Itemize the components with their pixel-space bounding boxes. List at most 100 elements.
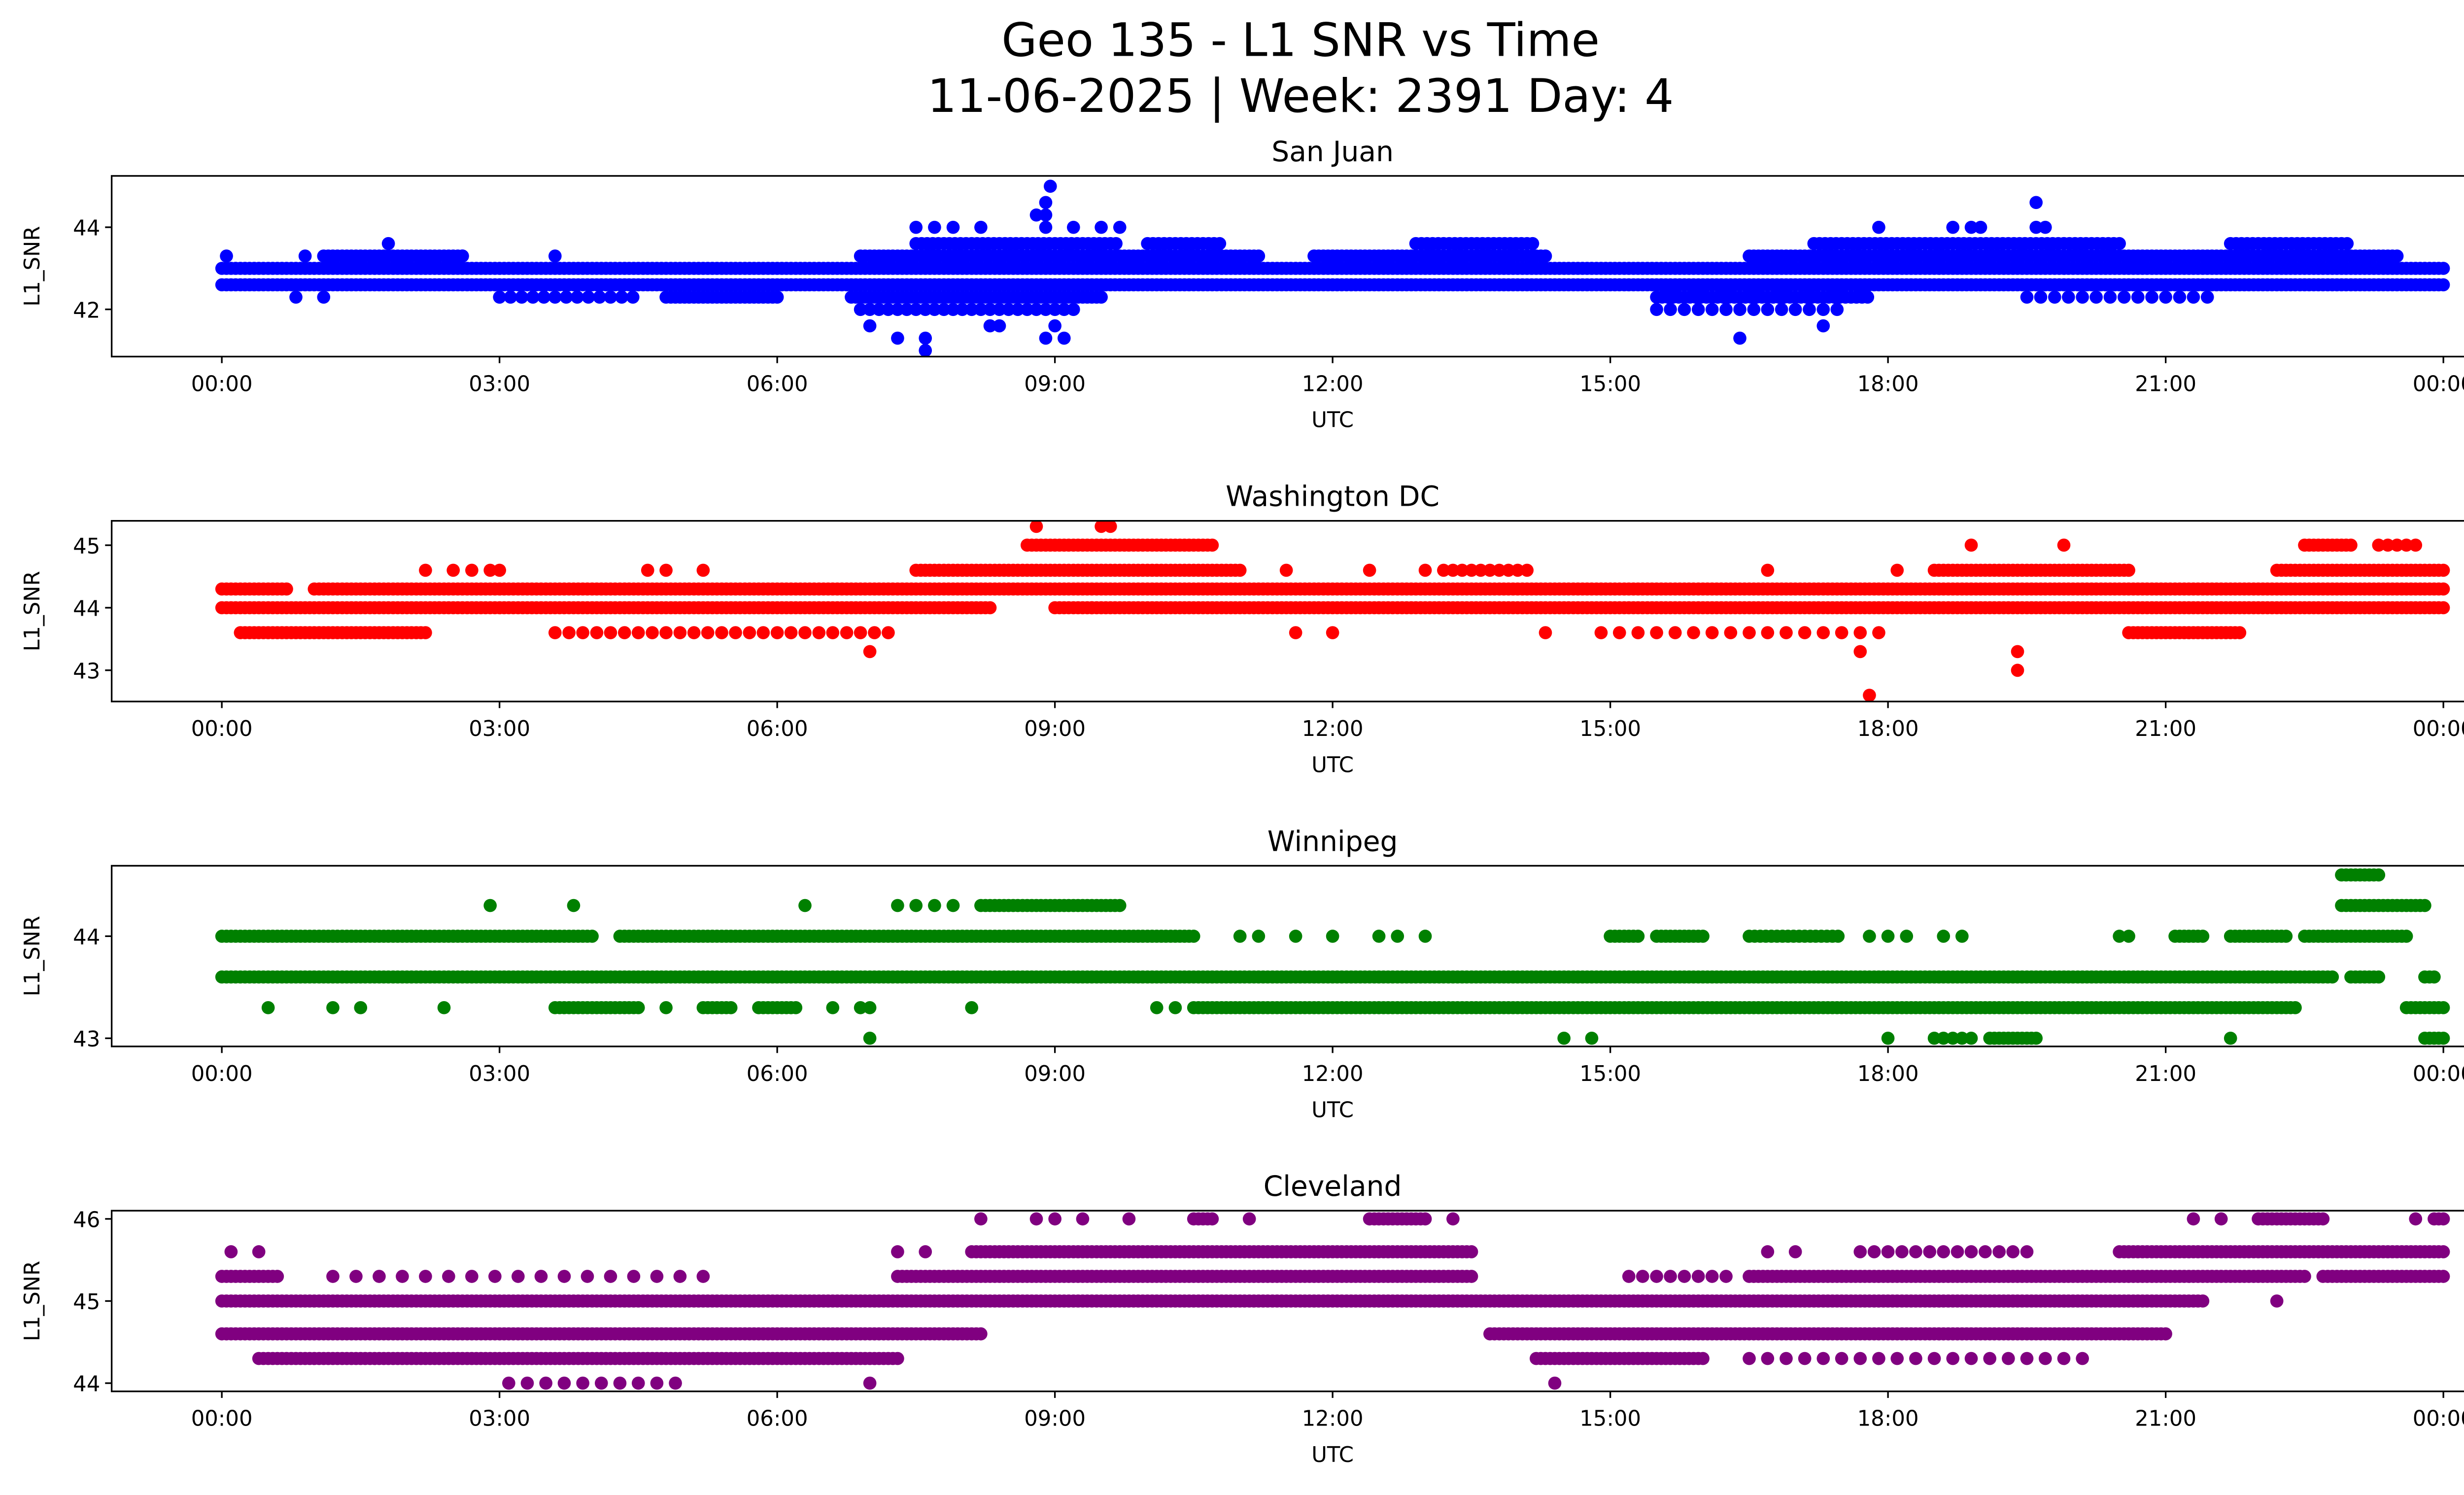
data-point bbox=[1816, 626, 1830, 639]
data-point bbox=[974, 220, 988, 234]
data-point bbox=[1289, 626, 1302, 639]
data-point bbox=[582, 290, 595, 304]
data-point bbox=[1252, 249, 1266, 263]
data-point bbox=[1048, 319, 1061, 333]
data-point bbox=[261, 1001, 275, 1014]
data-point bbox=[1872, 626, 1885, 639]
data-point bbox=[1724, 626, 1738, 639]
panel-san-juan: 00:00 03:00 06:00 09:00 12:00 15:00 18:00 21:00… bbox=[20, 136, 2464, 433]
data-point bbox=[1437, 563, 1450, 577]
data-point bbox=[729, 626, 742, 639]
data-point bbox=[1650, 626, 1663, 639]
data-point bbox=[756, 626, 770, 639]
data-point bbox=[1955, 1031, 1969, 1045]
data-point bbox=[2436, 563, 2450, 577]
data-point bbox=[1021, 303, 1034, 316]
data-point bbox=[354, 1001, 368, 1014]
data-point bbox=[2399, 930, 2413, 943]
data-point bbox=[946, 303, 960, 316]
x-tick-label: 21:00 bbox=[2135, 717, 2196, 741]
data-point bbox=[1863, 689, 1876, 702]
x-tick-label: 03:00 bbox=[469, 717, 530, 741]
data-point bbox=[1937, 930, 1951, 943]
data-point bbox=[2381, 538, 2395, 552]
data-point bbox=[1650, 303, 1663, 316]
data-point bbox=[1029, 303, 1043, 316]
data-point bbox=[946, 899, 960, 912]
data-point bbox=[1585, 1031, 1599, 1045]
data-point bbox=[826, 1001, 840, 1014]
data-point bbox=[1029, 208, 1043, 222]
axes-frame bbox=[110, 175, 2464, 358]
data-point bbox=[2113, 237, 2126, 250]
data-point bbox=[1775, 303, 1788, 316]
y-axis-label: L1_SNR bbox=[20, 571, 45, 651]
data-point bbox=[2390, 249, 2404, 263]
data-point bbox=[974, 1327, 988, 1341]
data-point bbox=[1095, 220, 1108, 234]
data-point bbox=[2279, 930, 2293, 943]
data-point bbox=[1039, 220, 1053, 234]
data-point bbox=[1039, 208, 1053, 222]
x-tick-label: 21:00 bbox=[2135, 1062, 2196, 1086]
data-point bbox=[919, 344, 932, 357]
scatter-points bbox=[215, 179, 2450, 357]
data-point bbox=[2122, 930, 2135, 943]
data-point bbox=[872, 303, 886, 316]
data-point bbox=[1113, 220, 1127, 234]
data-point bbox=[1289, 930, 1302, 943]
data-point bbox=[1631, 930, 1645, 943]
data-point bbox=[2326, 970, 2339, 984]
data-point bbox=[1085, 601, 1098, 615]
x-tick-label: 09:00 bbox=[1024, 372, 1086, 396]
data-point bbox=[909, 220, 923, 234]
data-point bbox=[928, 303, 941, 316]
data-point bbox=[1187, 930, 1200, 943]
data-point bbox=[1803, 303, 1816, 316]
data-point bbox=[2159, 1327, 2172, 1341]
data-point bbox=[1213, 237, 1227, 250]
data-point bbox=[992, 303, 1006, 316]
axes-frame bbox=[110, 865, 2464, 1047]
data-point bbox=[2057, 538, 2071, 552]
data-point bbox=[537, 290, 550, 304]
x-tick-label: 03:00 bbox=[469, 372, 530, 396]
x-axis-label: UTC bbox=[1311, 1098, 1354, 1122]
data-point bbox=[2039, 220, 2052, 234]
data-point bbox=[1057, 331, 1071, 345]
data-point bbox=[1465, 563, 1478, 577]
data-point bbox=[919, 303, 932, 316]
data-point bbox=[743, 626, 756, 639]
data-point bbox=[1831, 930, 1845, 943]
data-point bbox=[585, 930, 599, 943]
y-axis-label: L1_SNR bbox=[20, 226, 45, 307]
data-point bbox=[1664, 303, 1677, 316]
x-tick-label: 00:00 bbox=[2413, 717, 2464, 741]
x-tick-label: 00:00 bbox=[2413, 1062, 2464, 1086]
data-point bbox=[1039, 196, 1053, 209]
data-point bbox=[1861, 290, 1875, 304]
data-point bbox=[1974, 220, 1987, 234]
data-point bbox=[1252, 930, 1266, 943]
data-point bbox=[446, 563, 460, 577]
data-point bbox=[1103, 521, 1117, 533]
scatter-points bbox=[215, 521, 2450, 702]
data-point bbox=[965, 303, 979, 316]
x-tick-label: 06:00 bbox=[747, 1062, 808, 1086]
data-point bbox=[1964, 538, 1978, 552]
chart-title-line1: Geo 135 - L1 SNR vs Time bbox=[1001, 14, 1600, 68]
x-tick-label: 18:00 bbox=[1857, 372, 1919, 396]
data-point bbox=[593, 290, 606, 304]
data-point bbox=[2089, 290, 2103, 304]
data-point bbox=[2117, 290, 2131, 304]
data-point bbox=[909, 899, 923, 912]
data-point bbox=[1881, 1031, 1895, 1045]
x-tick-label: 00:00 bbox=[191, 1062, 253, 1086]
data-point bbox=[1696, 930, 1710, 943]
data-point bbox=[928, 220, 941, 234]
data-point bbox=[1233, 563, 1247, 577]
data-point bbox=[673, 626, 687, 639]
data-point bbox=[570, 290, 584, 304]
data-point bbox=[289, 290, 303, 304]
